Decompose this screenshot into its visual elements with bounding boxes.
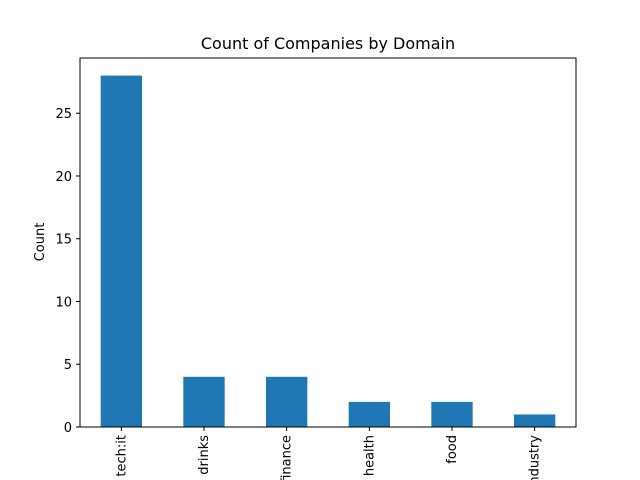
x-tick-label: health (362, 435, 377, 476)
y-tick-label: 10 (55, 295, 72, 310)
x-tick-label: drinks (197, 435, 212, 475)
bar-drinks (183, 376, 225, 427)
x-tick-label: finance (280, 435, 295, 480)
y-tick-label: 20 (55, 170, 72, 185)
y-tick-label: 5 (64, 358, 72, 373)
y-axis: 0 5 10 15 20 25 (55, 107, 80, 436)
bar-industry (514, 414, 556, 427)
x-tick-label: food (445, 435, 460, 464)
y-axis-label: Count (33, 223, 48, 262)
bar-food (431, 401, 473, 427)
bar-finance (266, 376, 308, 427)
x-axis: tech:it drinks finance health food industry (114, 427, 543, 480)
x-tick-label: tech:it (114, 435, 129, 477)
y-tick-label: 15 (55, 233, 72, 248)
bars-group (100, 75, 556, 428)
y-tick-label: 0 (64, 421, 72, 436)
bar-tech-it (100, 75, 142, 428)
y-tick-label: 25 (55, 107, 72, 122)
chart-title: Count of Companies by Domain (201, 34, 455, 53)
x-tick-label: industry (528, 435, 543, 480)
plot-frame (79, 57, 577, 428)
bar-health (348, 401, 390, 427)
